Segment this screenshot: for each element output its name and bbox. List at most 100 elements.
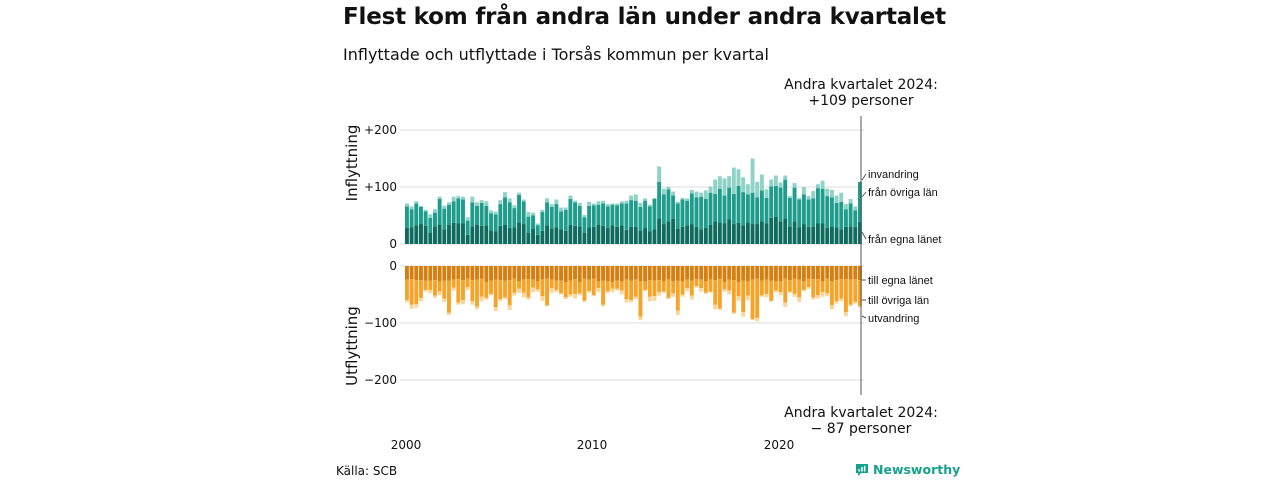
bar-in-other-80 bbox=[778, 187, 783, 222]
bar-out-own-2 bbox=[414, 266, 419, 281]
bar-in-other-59 bbox=[680, 199, 685, 227]
bar-out-own-75 bbox=[755, 266, 760, 279]
bar-out-abroad-73 bbox=[745, 295, 750, 301]
bar-out-abroad-44 bbox=[610, 288, 615, 293]
bar-out-other-94 bbox=[843, 279, 848, 313]
bar-in-other-47 bbox=[624, 203, 629, 230]
bar-in-other-25 bbox=[521, 201, 526, 225]
bar-out-other-20 bbox=[498, 280, 503, 300]
bar-out-other-54 bbox=[657, 280, 662, 293]
bar-in-abroad-58 bbox=[675, 201, 680, 204]
bar-out-other-79 bbox=[773, 281, 778, 291]
brand: Newsworthy bbox=[855, 462, 960, 477]
bar-in-abroad-15 bbox=[475, 202, 479, 206]
bar-out-abroad-46 bbox=[619, 290, 624, 295]
newsworthy-logo-icon bbox=[856, 463, 868, 476]
bar-in-abroad-67 bbox=[717, 176, 722, 189]
bar-out-other-28 bbox=[535, 281, 540, 290]
bar-in-own-2 bbox=[414, 225, 419, 244]
bar-out-other-57 bbox=[671, 281, 676, 294]
bar-in-other-50 bbox=[638, 206, 643, 231]
bar-in-other-2 bbox=[414, 203, 419, 226]
bar-out-abroad-22 bbox=[507, 305, 512, 310]
bar-in-other-22 bbox=[507, 202, 512, 229]
bar-out-own-62 bbox=[694, 266, 699, 280]
bar-in-abroad-90 bbox=[825, 188, 830, 197]
bar-in-abroad-88 bbox=[815, 184, 820, 189]
bar-in-other-11 bbox=[456, 198, 461, 224]
bar-out-other-58 bbox=[675, 280, 680, 311]
bar-out-other-40 bbox=[591, 278, 596, 296]
bar-out-abroad-15 bbox=[475, 306, 479, 310]
bar-out-other-9 bbox=[447, 280, 451, 313]
bar-in-other-12 bbox=[461, 199, 465, 224]
bar-in-abroad-57 bbox=[671, 191, 676, 196]
bar-in-abroad-41 bbox=[596, 201, 601, 205]
bar-out-abroad-84 bbox=[797, 297, 802, 302]
bar-in-other-57 bbox=[671, 195, 676, 219]
bar-out-other-34 bbox=[563, 281, 568, 298]
bar-in-abroad-79 bbox=[773, 175, 778, 186]
label-fran-ovriga-lan-leader bbox=[861, 191, 867, 198]
bar-out-other-39 bbox=[587, 279, 592, 292]
bar-out-abroad-20 bbox=[498, 299, 503, 302]
bar-out-abroad-80 bbox=[778, 292, 783, 296]
bar-out-own-77 bbox=[764, 266, 769, 280]
bar-out-other-25 bbox=[521, 279, 526, 293]
bar-out-abroad-88 bbox=[815, 295, 820, 299]
bar-out-other-89 bbox=[820, 281, 825, 293]
bar-out-own-39 bbox=[587, 266, 592, 280]
bar-out-other-4 bbox=[423, 280, 428, 290]
bar-in-other-94 bbox=[843, 209, 848, 227]
bar-out-abroad-12 bbox=[461, 300, 465, 305]
bar-in-own-88 bbox=[815, 223, 820, 244]
bar-in-other-35 bbox=[568, 198, 573, 225]
bar-in-own-95 bbox=[848, 226, 853, 244]
bar-out-abroad-27 bbox=[531, 287, 535, 293]
bar-out-other-55 bbox=[661, 281, 666, 292]
bar-in-own-48 bbox=[629, 226, 634, 244]
bar-in-abroad-44 bbox=[610, 203, 615, 205]
bar-in-own-19 bbox=[493, 231, 498, 244]
bar-out-other-48 bbox=[629, 280, 634, 301]
bar-in-abroad-81 bbox=[783, 175, 788, 180]
bar-in-other-18 bbox=[489, 213, 493, 231]
ytick-out-100: −100 bbox=[364, 316, 397, 330]
bar-in-other-26 bbox=[526, 216, 531, 233]
bar-in-abroad-72 bbox=[741, 177, 746, 193]
bar-in-abroad-76 bbox=[759, 174, 764, 191]
bar-in-other-16 bbox=[479, 202, 484, 226]
bar-in-own-58 bbox=[675, 228, 680, 244]
bar-in-own-55 bbox=[661, 224, 666, 244]
bar-out-abroad-33 bbox=[559, 293, 564, 295]
bar-in-own-71 bbox=[736, 222, 741, 244]
bar-out-other-32 bbox=[554, 280, 559, 290]
bar-in-other-91 bbox=[829, 197, 834, 227]
bar-in-abroad-18 bbox=[489, 210, 493, 214]
bar-out-other-69 bbox=[727, 279, 732, 291]
bar-in-own-70 bbox=[731, 224, 736, 244]
bar-out-own-52 bbox=[647, 266, 652, 281]
bar-in-abroad-91 bbox=[829, 189, 834, 198]
bar-in-abroad-65 bbox=[708, 186, 713, 193]
bar-out-other-95 bbox=[848, 279, 853, 305]
bar-out-own-76 bbox=[759, 266, 764, 281]
bar-out-own-54 bbox=[657, 266, 662, 281]
bar-in-other-19 bbox=[493, 214, 498, 232]
bar-in-own-63 bbox=[699, 229, 704, 244]
bar-out-abroad-13 bbox=[465, 287, 470, 290]
bar-in-abroad-26 bbox=[526, 212, 531, 217]
bar-in-own-60 bbox=[685, 225, 690, 244]
bar-in-abroad-69 bbox=[727, 176, 732, 188]
bar-out-abroad-32 bbox=[554, 289, 559, 293]
bar-out-other-1 bbox=[409, 279, 414, 305]
bar-in-abroad-66 bbox=[713, 179, 718, 194]
bar-out-other-51 bbox=[643, 281, 648, 290]
bar-out-abroad-66 bbox=[713, 304, 718, 310]
bar-in-other-24 bbox=[517, 194, 521, 223]
bar-out-own-95 bbox=[848, 266, 853, 280]
bar-in-other-1 bbox=[409, 209, 414, 228]
label-utvandring: utvandring bbox=[868, 313, 919, 325]
bar-in-other-63 bbox=[699, 196, 704, 230]
